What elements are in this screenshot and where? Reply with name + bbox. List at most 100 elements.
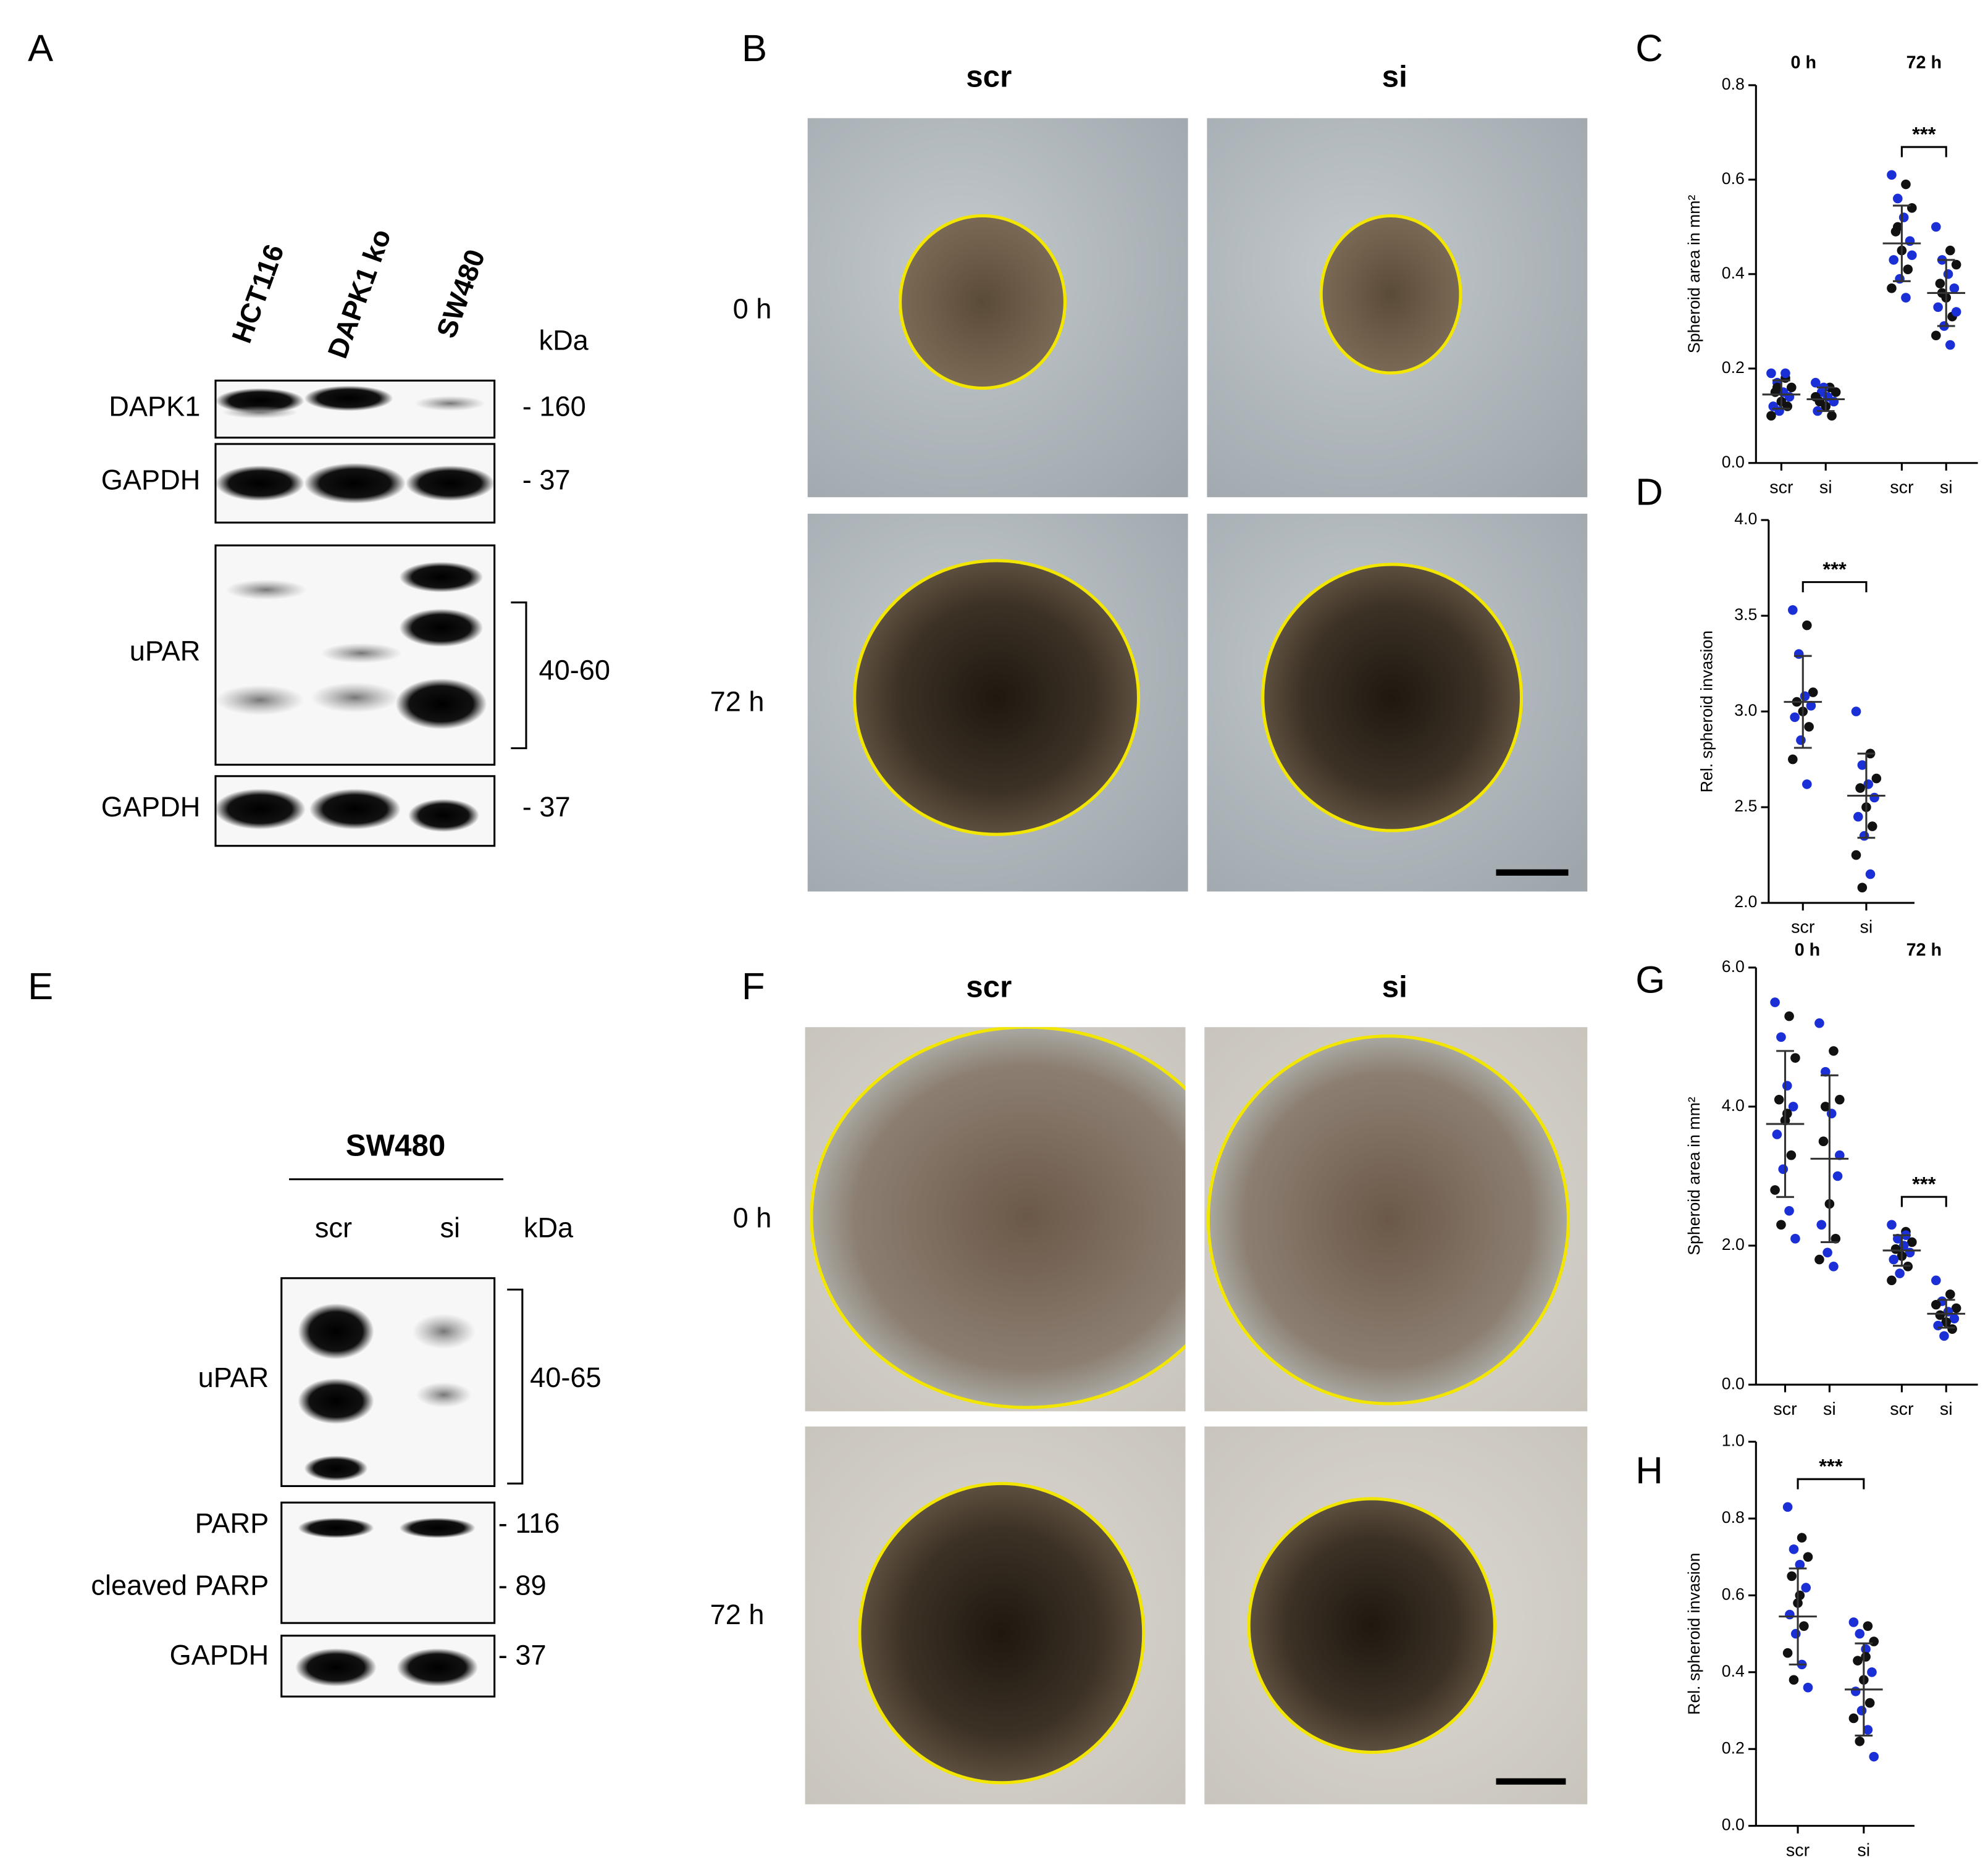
data-point	[1869, 792, 1879, 803]
data-point	[1869, 1636, 1879, 1646]
data-point	[1855, 1736, 1865, 1746]
band	[304, 1456, 368, 1481]
y-tick-label: 0.2	[1722, 1738, 1745, 1757]
y-tick-label: 2.0	[1722, 1235, 1745, 1254]
data-point	[1800, 691, 1810, 702]
band	[295, 1648, 377, 1687]
data-point	[1806, 701, 1816, 711]
spheroid	[853, 559, 1141, 836]
significance-bracket	[1900, 146, 1947, 157]
column-label: si	[1382, 60, 1407, 94]
band	[414, 395, 486, 411]
y-tick-label: 3.0	[1734, 701, 1757, 719]
data-point	[1951, 307, 1961, 317]
y-tick-label: 1.0	[1722, 1431, 1745, 1450]
data-point	[1829, 396, 1839, 407]
unit-label: kDa	[539, 325, 589, 356]
kda-marker: 40-60	[539, 654, 610, 685]
data-point	[1785, 1609, 1795, 1620]
x-tick-label: si	[1857, 1840, 1870, 1860]
data-point	[1863, 1621, 1873, 1631]
bracket	[511, 601, 527, 750]
data-point	[1947, 1324, 1957, 1334]
band	[298, 1303, 374, 1360]
data-point	[1893, 193, 1903, 204]
lane-label: SW480	[430, 245, 492, 342]
data-point	[1889, 255, 1899, 265]
data-point	[1939, 1331, 1949, 1341]
data-point	[1867, 821, 1877, 831]
data-point	[1848, 1617, 1859, 1627]
data-point	[1945, 245, 1955, 256]
x-tick-label: si	[1940, 477, 1953, 497]
y-tick-label: 0.6	[1722, 169, 1745, 188]
significance-bracket	[1797, 1478, 1865, 1490]
band	[412, 1314, 476, 1349]
data-point	[1949, 1314, 1960, 1324]
data-point	[1851, 850, 1861, 860]
row-label: 72 h	[710, 686, 765, 718]
data-point	[1855, 783, 1865, 793]
data-point	[1895, 274, 1905, 284]
panel-label: A	[28, 27, 53, 70]
data-point	[1782, 1502, 1793, 1512]
spheroid	[810, 1027, 1186, 1409]
data-point	[1782, 1108, 1792, 1118]
spheroid	[1247, 1497, 1496, 1754]
column-label: scr	[966, 60, 1012, 94]
data-point	[1831, 387, 1841, 397]
data-point	[1871, 773, 1882, 784]
group-label: 0 h	[1791, 53, 1817, 73]
data-point	[1893, 222, 1903, 232]
data-point	[1789, 1544, 1799, 1554]
x-tick-label: si	[1819, 477, 1832, 497]
data-point	[1933, 1320, 1943, 1331]
data-point	[1890, 1244, 1901, 1254]
kda-marker: - 160	[522, 390, 586, 422]
y-tick-label: 6.0	[1722, 957, 1745, 976]
data-point	[1803, 1552, 1813, 1562]
bracket	[507, 1288, 524, 1485]
data-point	[1774, 406, 1784, 416]
data-point	[1931, 1299, 1941, 1310]
y-tick-label: 0.6	[1722, 1585, 1745, 1603]
panel-label: F	[742, 965, 765, 1008]
data-point	[1829, 1046, 1839, 1056]
data-point	[1790, 1234, 1800, 1244]
data-point	[1889, 1254, 1899, 1265]
unit-label: kDa	[524, 1212, 574, 1244]
data-point	[1951, 1303, 1961, 1314]
data-point	[1827, 411, 1837, 421]
data-point	[1799, 1621, 1809, 1631]
column-label: si	[1382, 970, 1407, 1004]
y-tick-label: 0.2	[1722, 358, 1745, 377]
band	[214, 789, 306, 830]
significance-label: ***	[1912, 122, 1936, 145]
panel-label: B	[742, 27, 767, 70]
lane-label: si	[440, 1212, 460, 1244]
data-point	[1931, 330, 1941, 341]
y-tick-label: 0.0	[1722, 1374, 1745, 1393]
data-point	[1814, 1018, 1824, 1028]
data-point	[1901, 293, 1911, 303]
row-label: PARP	[195, 1507, 269, 1539]
band	[309, 789, 401, 830]
x-tick-label: si	[1823, 1399, 1836, 1419]
kda-marker: 40-65	[530, 1362, 602, 1393]
significance-label: ***	[1912, 1172, 1936, 1195]
band	[225, 579, 307, 600]
data-point	[1790, 712, 1800, 723]
data-point	[1861, 1652, 1871, 1662]
data-point	[1795, 1559, 1805, 1570]
data-point	[1788, 754, 1798, 765]
data-point	[1857, 882, 1868, 893]
data-point	[1898, 212, 1909, 222]
data-point	[1780, 368, 1790, 379]
data-point	[1795, 1590, 1805, 1601]
significance-bracket	[1801, 581, 1868, 593]
x-tick-label: si	[1940, 1399, 1953, 1419]
band	[304, 463, 406, 504]
data-point	[1803, 1682, 1813, 1693]
